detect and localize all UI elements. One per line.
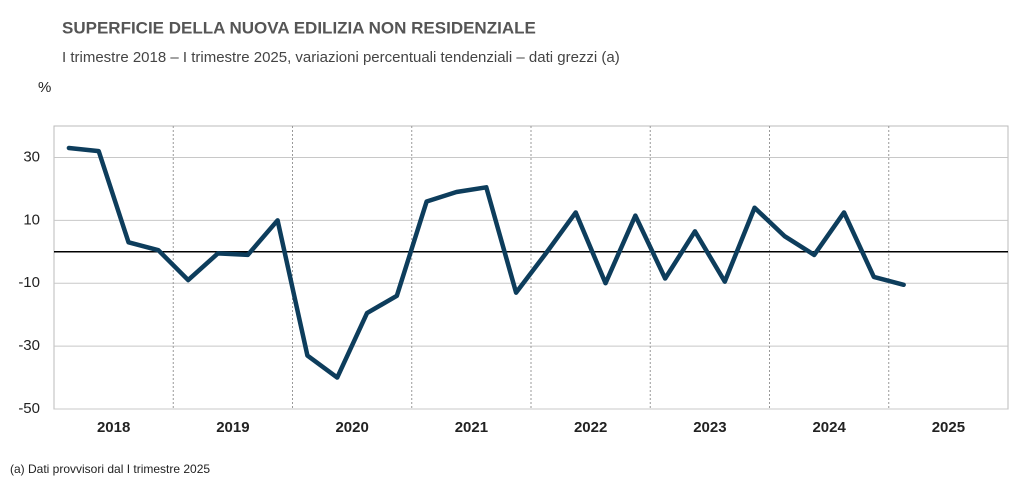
x-tick-label: 2023	[693, 419, 726, 436]
x-tick-label: 2018	[97, 419, 130, 436]
y-tick-label: 10	[23, 211, 40, 228]
footnote: (a) Dati provvisori dal I trimestre 2025	[10, 462, 210, 476]
x-tick-label: 2020	[335, 419, 368, 436]
x-tick-label: 2019	[216, 419, 249, 436]
chart-title: SUPERFICIE DELLA NUOVA EDILIZIA NON RESI…	[62, 18, 536, 37]
y-tick-label: -10	[18, 274, 40, 291]
y-tick-label: -50	[18, 400, 40, 417]
y-tick-label: -30	[18, 337, 40, 354]
y-axis-label: %	[38, 79, 51, 96]
x-tick-label: 2024	[812, 419, 846, 436]
data-line	[66, 145, 906, 380]
chart-subtitle: I trimestre 2018 – I trimestre 2025, var…	[62, 49, 620, 66]
x-tick-label: 2022	[574, 419, 607, 436]
y-tick-label: 30	[23, 148, 40, 165]
x-tick-label: 2021	[455, 419, 488, 436]
x-tick-label: 2025	[932, 419, 965, 436]
